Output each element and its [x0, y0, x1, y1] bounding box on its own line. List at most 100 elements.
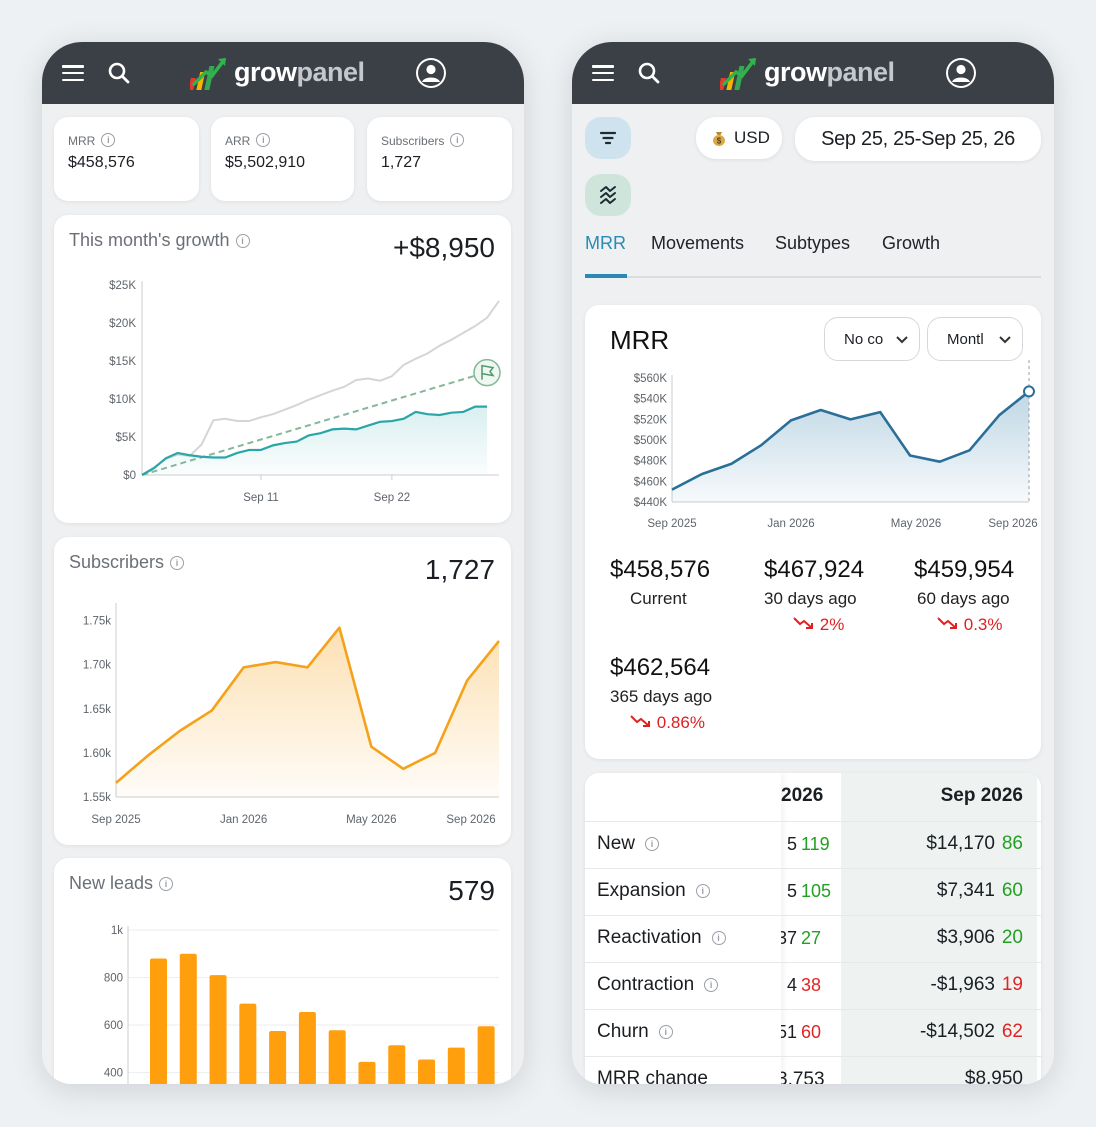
phone-right: growpanel $ USD Sep 25, 25-Sep 25, 26 MR… [572, 42, 1054, 1084]
table-row[interactable]: Reactivation i 37 27 $3,906 20 [585, 925, 1041, 961]
y-tick-label: 800 [104, 973, 123, 985]
row-label: Contraction i [597, 974, 719, 996]
tab-movements[interactable]: Movements [651, 233, 745, 253]
row-divider [585, 962, 1041, 963]
search-icon[interactable] [108, 62, 130, 84]
mrr-chart: $560K $540K $520K $500K $480K $460K $440K Sep 2… [634, 360, 1038, 530]
x-tick-label: May 2026 [891, 518, 942, 530]
bar [269, 1030, 287, 1084]
tab-growth[interactable]: Growth [882, 233, 941, 253]
mrr-card[interactable]: MRR No co Montl $560K $540K $520K $500K $480… [585, 305, 1041, 759]
y-tick-label: 1.70k [83, 660, 111, 672]
info-icon[interactable]: i [101, 133, 116, 147]
chevron-down-icon [999, 336, 1011, 344]
trend-down-icon [630, 715, 650, 727]
money-bag-icon: $ [713, 132, 725, 146]
row-prev-count: 119 [801, 834, 830, 854]
y-tick-label: $0 [123, 470, 136, 482]
info-icon[interactable]: i [450, 133, 465, 147]
tab-subtypes[interactable]: Subtypes [775, 233, 851, 253]
row-label: MRR change [597, 1068, 708, 1084]
kpi-card-subscribers[interactable]: Subscribers i 1,727 [367, 117, 512, 201]
growpanel-logo[interactable]: growpanel [718, 54, 920, 94]
sticky-label-column [585, 773, 781, 1084]
stat-365d-value: $462,564 [610, 654, 711, 681]
user-avatar-icon[interactable] [946, 58, 976, 88]
mrr-title: MRR [610, 325, 670, 355]
table-row[interactable]: Expansion i 5 105 $7,341 60 [585, 878, 1041, 914]
row-prev-count: 38 [801, 975, 822, 995]
bar [358, 1061, 376, 1084]
hover-point [1023, 385, 1035, 398]
trend-down-icon [793, 617, 813, 629]
row-divider [585, 915, 1041, 916]
menu-icon[interactable] [592, 65, 614, 82]
logo-word-panel: panel [826, 57, 896, 87]
info-icon[interactable]: i [695, 884, 710, 898]
current-month-column [841, 773, 1037, 1084]
stat-30d-value: $467,924 [764, 556, 865, 583]
col-header-left: 2026 [781, 785, 824, 806]
table-row[interactable]: New i 5 119 $14,170 86 [585, 831, 1041, 867]
info-icon[interactable]: i [159, 877, 174, 891]
row-prev-value: 5 [787, 881, 798, 901]
table-row[interactable]: Churn i 51 60 -$14,502 62 [585, 1019, 1041, 1055]
phone-left: growpanel MRR i $458,576 ARR i $5,502,910 … [42, 42, 524, 1084]
y-tick-label: $15K [109, 356, 136, 368]
y-tick-label: $10K [109, 394, 136, 406]
menu-icon[interactable] [62, 65, 84, 82]
growth-card[interactable]: This month's growth i +$8,950 $25K $20K $15… [54, 215, 511, 523]
bar [447, 1047, 465, 1084]
row-prev-value: 5 [787, 834, 798, 854]
movements-table[interactable]: 2026 Sep 2026 New i 5 119 $14,170 86 Expansion… [585, 773, 1041, 1084]
top-bar: growpanel [572, 42, 1054, 104]
leads-title: New leads i [69, 873, 174, 894]
row-label: Churn i [597, 1021, 673, 1043]
row-prev-value: 37 [777, 928, 798, 948]
date-range-label: Sep 25, 25-Sep 25, 26 [821, 128, 1015, 150]
leads-chart: 1k800600400200 [104, 925, 499, 1084]
col-header-right: Sep 2026 [940, 785, 1023, 806]
kpi-label: ARR i [225, 133, 271, 148]
row-value: -$14,502 [919, 1021, 995, 1042]
series-line-gray [141, 300, 500, 476]
info-icon[interactable]: i [235, 234, 250, 248]
search-icon[interactable] [638, 62, 660, 84]
info-icon[interactable]: i [711, 931, 726, 945]
kpi-value: $458,576 [68, 154, 135, 171]
series-area [116, 627, 499, 797]
stat-60d-label: 60 days ago [917, 589, 1010, 608]
kpi-card-mrr[interactable]: MRR i $458,576 [54, 117, 199, 201]
info-icon[interactable]: i [704, 978, 719, 992]
compare-dropdown[interactable]: No co [824, 317, 920, 361]
growpanel-logo[interactable]: growpanel [188, 54, 390, 94]
subscribers-card[interactable]: Subscribers i 1,727 1.75k 1.70k 1.65k 1.60k 1… [54, 537, 511, 845]
info-icon[interactable]: i [256, 133, 271, 147]
currency-button[interactable]: $ USD [696, 117, 782, 159]
kpi-value: $5,502,910 [225, 154, 306, 171]
row-divider [585, 1009, 1041, 1010]
stat-365d-delta: 0.86% [630, 713, 705, 733]
stat-365d-label: 365 days ago [610, 687, 713, 706]
y-tick-label: $540K [634, 394, 668, 406]
tab-mrr[interactable]: MRR [585, 233, 626, 253]
logo-word-grow: grow [234, 57, 297, 87]
user-avatar-icon[interactable] [416, 58, 446, 88]
date-range-button[interactable]: Sep 25, 25-Sep 25, 26 [795, 117, 1041, 161]
goal-flag-icon [473, 358, 501, 387]
compare-button[interactable] [585, 174, 631, 216]
subscribers-title: Subscribers i [69, 552, 185, 573]
kpi-card-arr[interactable]: ARR i $5,502,910 [211, 117, 354, 201]
wave-icon [600, 186, 616, 204]
filter-button[interactable] [585, 117, 631, 159]
interval-dropdown[interactable]: Montl [927, 317, 1023, 361]
info-icon[interactable]: i [645, 837, 660, 851]
info-icon[interactable]: i [170, 556, 185, 570]
bar [418, 1059, 436, 1084]
table-row[interactable]: Contraction i 4 38 -$1,963 19 [585, 972, 1041, 1008]
info-icon[interactable]: i [658, 1025, 673, 1039]
table-row[interactable]: MRR change 3,753 $8,950 [585, 1066, 1041, 1084]
y-tick-label: 1.60k [83, 748, 111, 760]
row-count: 86 [1001, 833, 1023, 854]
